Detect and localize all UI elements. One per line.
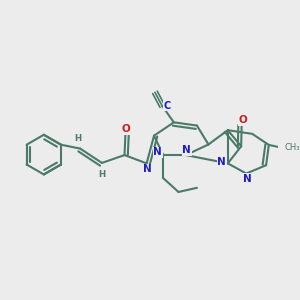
Text: H: H [74,134,82,142]
Text: N: N [243,174,252,184]
Text: H: H [98,170,106,179]
Text: N: N [182,145,191,155]
Text: C: C [164,101,171,111]
Text: O: O [238,115,247,125]
Text: CH₃: CH₃ [284,143,300,152]
Text: O: O [122,124,131,134]
Text: N: N [153,147,162,157]
Text: N: N [143,164,152,174]
Text: N: N [218,158,226,167]
